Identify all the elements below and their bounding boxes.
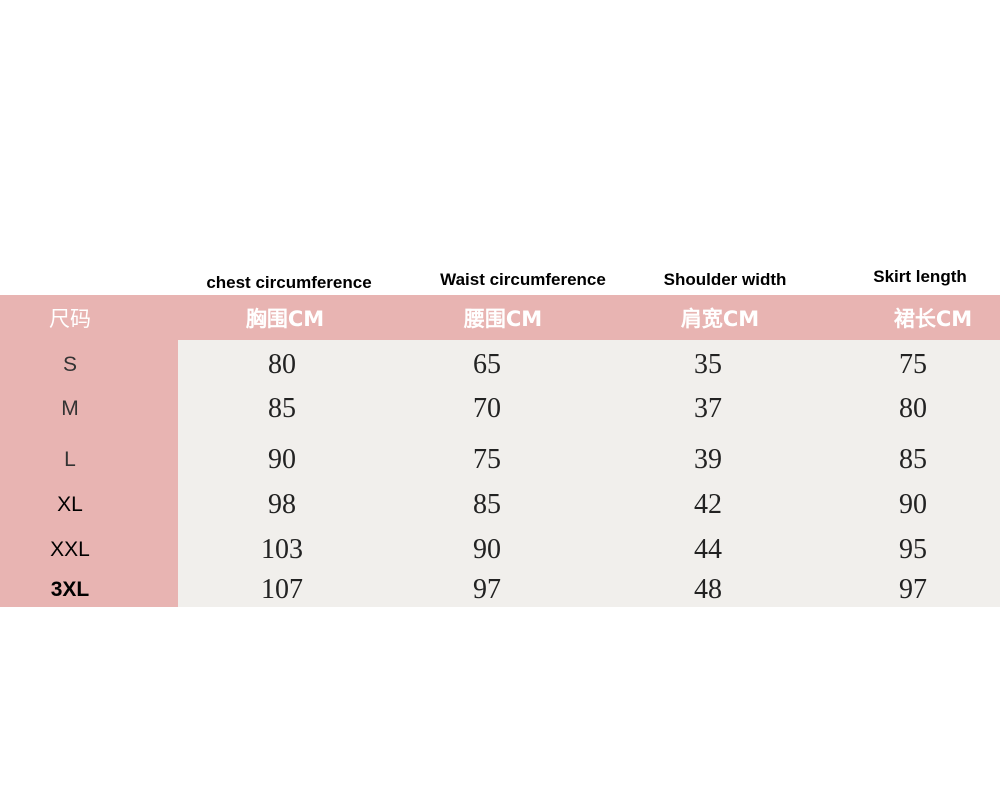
size-label: L [64,448,76,471]
measurement: 42 [694,489,722,520]
english-header: chest circumference [206,273,372,292]
header-band [0,295,1000,340]
measurement: 48 [694,574,722,605]
measurement: 85 [268,393,296,424]
measurement: 97 [899,574,927,605]
measurement: 75 [899,349,927,380]
english-header: Waist circumference [440,270,606,289]
measurement: 80 [899,393,927,424]
column-header: 腰围CM [463,307,543,331]
measurement: 103 [261,534,303,565]
size-label: M [61,397,79,420]
measurement: 85 [473,489,501,520]
size-label: S [62,353,78,376]
measurement: 44 [694,534,722,565]
measurement: 90 [899,489,927,520]
size-column [0,340,178,607]
measurement: 85 [899,444,927,475]
measurement: 97 [473,574,501,605]
column-header: 尺码 [49,307,91,331]
size-label: 3XL [50,578,90,601]
english-header: Shoulder width [663,270,787,289]
measurement: 98 [268,489,296,520]
measurement: 80 [268,349,296,380]
column-header: 胸围CM [245,307,325,331]
measurement: 39 [694,444,722,475]
english-header: Skirt length [873,267,967,286]
column-header: 肩宽CM [680,307,760,331]
size-label: XL [57,493,83,516]
measurement: 90 [268,444,296,475]
measurement: 70 [473,393,501,424]
size-label: XXL [50,538,90,561]
measurement: 35 [694,349,722,380]
measurement: 65 [473,349,501,380]
measurement: 37 [694,393,722,424]
measurement: 95 [899,534,927,565]
table-body [178,340,1000,607]
measurement: 107 [261,574,303,605]
measurement: 75 [473,444,501,475]
column-header: 裙长CM [893,307,973,331]
measurement: 90 [473,534,501,565]
